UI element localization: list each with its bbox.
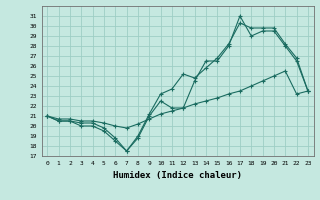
X-axis label: Humidex (Indice chaleur): Humidex (Indice chaleur) [113, 171, 242, 180]
